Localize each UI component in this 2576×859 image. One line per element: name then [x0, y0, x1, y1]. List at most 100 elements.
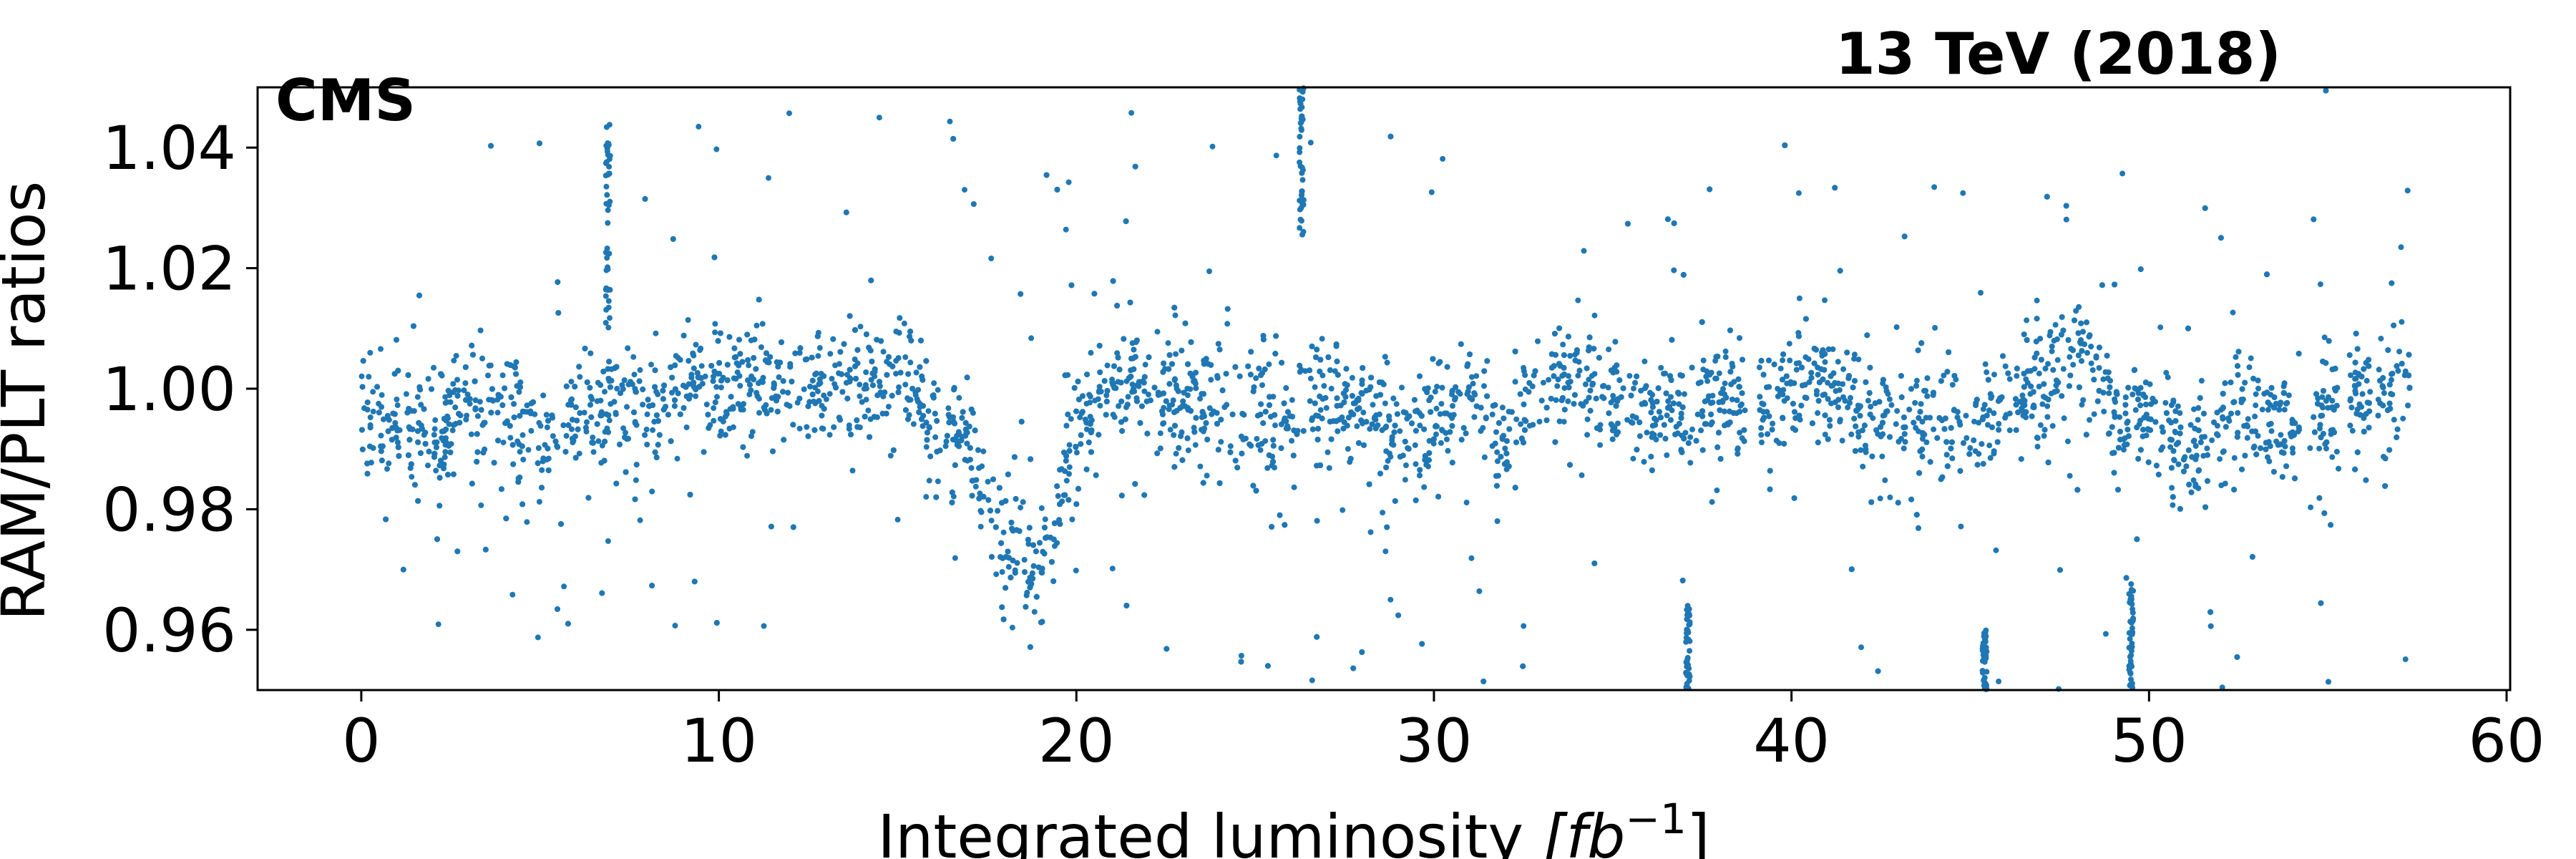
data-point — [1254, 436, 1260, 442]
data-point — [1328, 385, 1335, 392]
data-point — [2381, 390, 2387, 397]
data-point — [968, 465, 975, 471]
data-point — [441, 428, 447, 435]
data-point — [2323, 360, 2329, 367]
data-point — [1787, 357, 1793, 364]
data-point — [1828, 373, 1834, 379]
data-point — [1664, 216, 1671, 223]
data-point — [1868, 499, 1875, 505]
data-point — [445, 387, 452, 394]
data-point — [969, 492, 975, 499]
data-point — [1551, 363, 1557, 369]
data-point — [1259, 382, 1265, 388]
data-point — [2271, 394, 2278, 400]
data-point — [2121, 447, 2127, 453]
data-point — [1825, 436, 1831, 442]
data-point — [2248, 355, 2254, 361]
data-point — [510, 461, 517, 467]
data-point — [539, 467, 545, 473]
data-point — [1063, 453, 1070, 459]
data-point — [945, 405, 952, 412]
data-point — [550, 414, 555, 421]
data-point — [2064, 438, 2071, 445]
data-point — [1586, 394, 1592, 401]
data-point — [1982, 361, 1989, 367]
data-point — [2239, 466, 2245, 472]
data-point — [1652, 415, 1658, 422]
data-point — [947, 118, 953, 125]
data-point — [452, 387, 459, 393]
data-point — [1027, 584, 1033, 591]
data-point — [930, 394, 937, 401]
data-point — [2177, 424, 2184, 430]
data-point — [1116, 367, 1123, 373]
data-point — [1069, 516, 1075, 523]
data-point — [2122, 410, 2129, 417]
data-point — [2363, 377, 2370, 384]
data-point — [726, 425, 733, 432]
data-point — [629, 381, 635, 387]
data-point — [790, 422, 796, 428]
data-point — [1678, 410, 1684, 417]
data-point — [2134, 424, 2140, 431]
data-point — [2191, 406, 2197, 412]
data-point — [2172, 408, 2179, 414]
data-point — [2107, 384, 2113, 390]
data-point — [1758, 424, 1765, 431]
data-point — [367, 443, 373, 450]
data-point — [1480, 678, 1487, 684]
data-point — [680, 332, 687, 339]
data-point — [1832, 185, 1838, 191]
data-point — [1832, 380, 1838, 386]
data-point — [1470, 380, 1476, 387]
data-point — [2045, 361, 2051, 367]
data-point — [601, 457, 608, 464]
data-point — [1449, 423, 1455, 429]
data-point — [1521, 623, 1527, 629]
data-point — [1193, 385, 1199, 392]
data-point — [1618, 394, 1624, 400]
data-point — [361, 405, 368, 412]
data-point — [2031, 404, 2037, 410]
data-point — [462, 380, 469, 387]
data-point — [2044, 403, 2051, 409]
data-point — [1481, 454, 1488, 460]
data-point — [1216, 346, 1223, 353]
data-point — [1916, 525, 1921, 531]
data-point — [821, 392, 827, 399]
data-point — [854, 346, 861, 353]
data-point — [1626, 373, 1633, 379]
data-point — [1976, 451, 1982, 457]
data-point — [524, 519, 530, 525]
data-point — [1471, 414, 1478, 420]
data-point — [1439, 384, 1445, 391]
data-point — [1025, 537, 1031, 543]
data-point — [637, 517, 643, 523]
data-point — [1581, 248, 1587, 254]
data-point — [1901, 233, 1908, 240]
data-point — [645, 397, 651, 403]
data-point — [2252, 413, 2258, 419]
data-point — [717, 330, 723, 336]
data-point — [1422, 386, 1428, 392]
data-point — [2231, 487, 2238, 492]
data-point — [1115, 354, 1121, 361]
data-point — [923, 358, 930, 364]
data-point — [2296, 351, 2302, 356]
data-point — [2321, 388, 2326, 394]
data-point — [2328, 522, 2334, 528]
data-point — [1166, 381, 1173, 387]
data-point — [1766, 357, 1772, 364]
data-point — [1869, 453, 1875, 460]
data-point — [569, 435, 575, 442]
data-point — [1980, 460, 1986, 467]
data-point — [1384, 524, 1390, 530]
data-point — [717, 416, 723, 422]
data-point — [1857, 412, 1863, 419]
data-point — [524, 402, 530, 409]
data-point — [581, 409, 587, 416]
data-point — [962, 419, 969, 426]
data-point — [787, 364, 794, 370]
data-point — [606, 359, 613, 365]
data-point — [844, 395, 851, 402]
